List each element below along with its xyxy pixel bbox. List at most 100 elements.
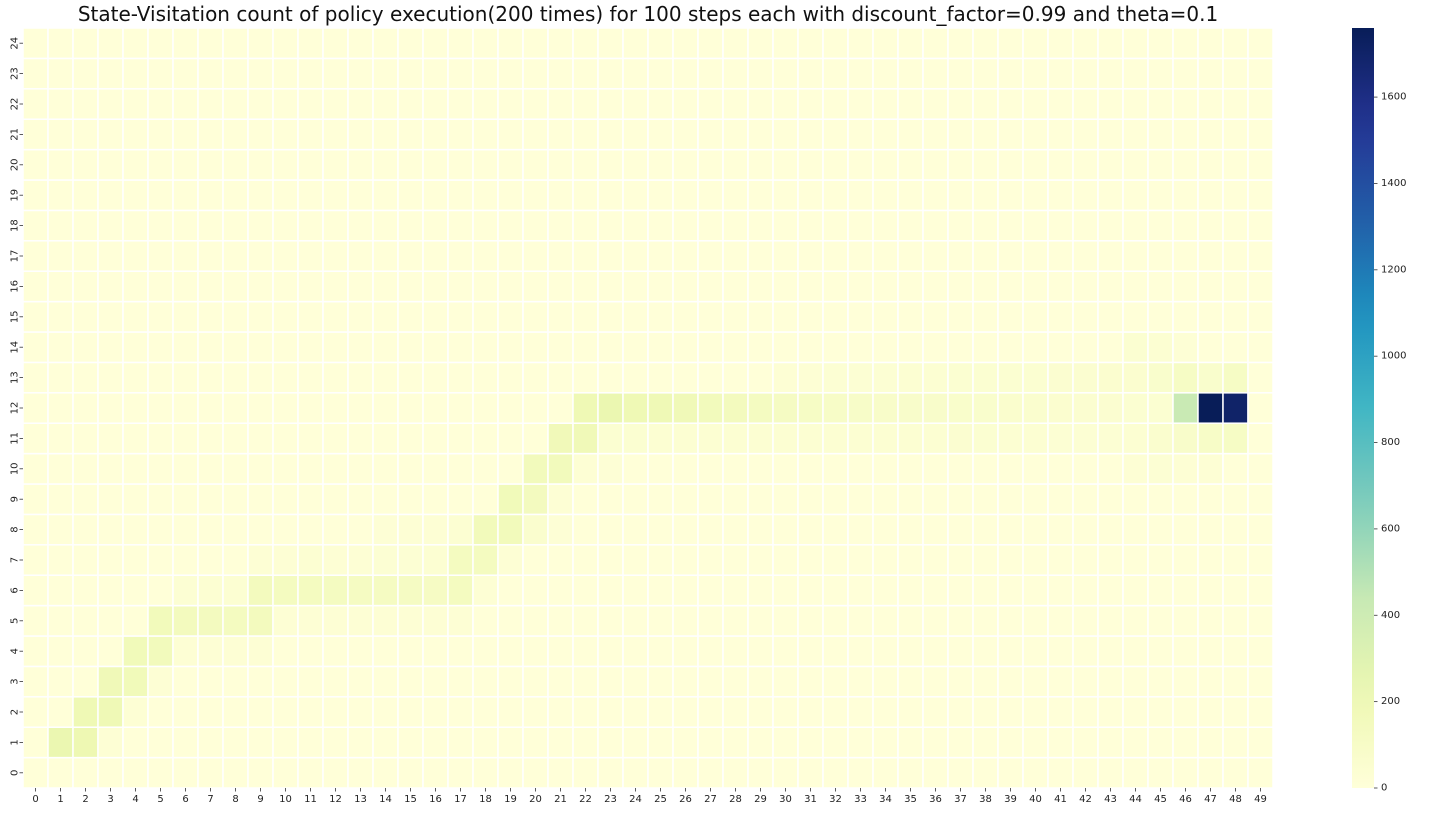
heatmap-cell (397, 574, 424, 607)
heatmap-cell (497, 240, 524, 272)
heatmap-cell (622, 513, 649, 546)
x-tick-label: 49 (1254, 794, 1267, 805)
heatmap-cell (797, 240, 824, 272)
heatmap-cell (172, 574, 199, 607)
heatmap-cell (822, 756, 849, 789)
colorbar-tick-label: 400 (1381, 610, 1400, 621)
heatmap-cell (372, 574, 399, 607)
x-tick-label: 3 (107, 794, 113, 805)
heatmap-cell (1147, 88, 1174, 120)
heatmap-cell (397, 209, 424, 242)
heatmap-cell (197, 148, 224, 181)
heatmap-cell (197, 331, 224, 364)
heatmap-cell (722, 665, 749, 698)
colorbar-ticks: 0 200 400 600 800 1000 1200 1400 1600 (1374, 92, 1406, 794)
heatmap-cell (897, 544, 924, 576)
heatmap-cell (347, 756, 374, 789)
heatmap-cell (772, 544, 799, 576)
heatmap-cell (1097, 635, 1124, 668)
heatmap-cell (872, 422, 899, 455)
heatmap-cell (822, 209, 849, 242)
heatmap-cell (1047, 483, 1074, 516)
heatmap-cell (322, 209, 349, 242)
heatmap-cell (322, 696, 349, 728)
heatmap-cell (1097, 422, 1124, 455)
heatmap-cell (72, 118, 99, 151)
heatmap-cell (272, 392, 299, 424)
heatmap-cell (1047, 148, 1074, 181)
heatmap-cell (47, 452, 74, 485)
heatmap-cell (872, 452, 899, 485)
heatmap-cell (1097, 604, 1124, 637)
heatmap-cell (397, 483, 424, 516)
heatmap-cell (422, 756, 449, 789)
heatmap-cell (372, 118, 399, 151)
heatmap-cell (422, 422, 449, 455)
heatmap-cell (422, 240, 449, 272)
heatmap-cell (22, 513, 49, 546)
heatmap-cell (647, 240, 674, 272)
heatmap-cell (322, 574, 349, 607)
heatmap-cell (997, 452, 1024, 485)
heatmap-cell (222, 88, 249, 120)
heatmap-cell (772, 392, 799, 424)
heatmap-cell (372, 422, 399, 455)
heatmap-cell (47, 756, 74, 789)
heatmap-cell (397, 148, 424, 181)
heatmap-cell (422, 270, 449, 303)
heatmap-cell (722, 331, 749, 364)
heatmap-cell (1222, 179, 1249, 212)
heatmap-cell (1022, 513, 1049, 546)
heatmap-cell (947, 756, 974, 789)
heatmap-cell (572, 27, 599, 60)
heatmap-cell (222, 270, 249, 303)
heatmap-cell (697, 240, 724, 272)
heatmap-cell (872, 209, 899, 242)
heatmap-cell (772, 574, 799, 607)
heatmap-cell (822, 604, 849, 637)
heatmap-cell (447, 756, 474, 789)
heatmap-cell (972, 300, 999, 333)
heatmap-cell (547, 635, 574, 668)
heatmap-cell (722, 756, 749, 789)
heatmap-cell (1197, 574, 1224, 607)
heatmap-cell (822, 361, 849, 394)
heatmap-cell (97, 148, 124, 181)
heatmap-cell (197, 300, 224, 333)
heatmap-cell (447, 331, 474, 364)
heatmap-cell (197, 118, 224, 151)
heatmap-cell (772, 209, 799, 242)
heatmap-cell (72, 240, 99, 272)
heatmap-cell (1022, 209, 1049, 242)
heatmap-cell (247, 361, 274, 394)
x-tick-label: 29 (754, 794, 767, 805)
heatmap-cell (972, 756, 999, 789)
heatmap-cell (647, 209, 674, 242)
heatmap-cell (547, 726, 574, 759)
heatmap-cell (872, 513, 899, 546)
heatmap-cell (672, 300, 699, 333)
heatmap-cell (597, 240, 624, 272)
heatmap-cell (697, 148, 724, 181)
heatmap-cell (172, 696, 199, 728)
heatmap-cell (472, 726, 499, 759)
heatmap-cell (147, 57, 174, 90)
heatmap-cell (147, 574, 174, 607)
heatmap-cell (622, 240, 649, 272)
heatmap-cell (872, 726, 899, 759)
heatmap-cell (847, 27, 874, 60)
heatmap-cell (447, 544, 474, 576)
heatmap-cell (872, 27, 899, 60)
heatmap-cell (222, 27, 249, 60)
heatmap-cell (947, 27, 974, 60)
heatmap-cell (497, 635, 524, 668)
heatmap-cell (172, 756, 199, 789)
heatmap-cell (1122, 696, 1149, 728)
heatmap-cell (1122, 574, 1149, 607)
heatmap-cell (247, 118, 274, 151)
heatmap-cell (1172, 544, 1199, 576)
heatmap-cell (772, 148, 799, 181)
heatmap-cell (822, 665, 849, 698)
heatmap-cell (372, 483, 399, 516)
heatmap-cell (372, 635, 399, 668)
